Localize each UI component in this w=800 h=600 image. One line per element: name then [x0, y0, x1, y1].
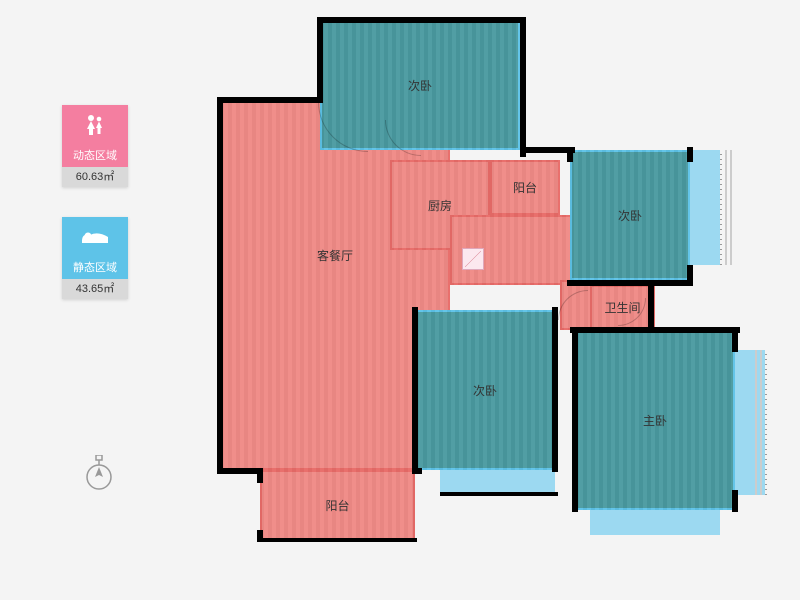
wall [317, 17, 523, 23]
legend-dynamic: 动态区域 60.63㎡ [62, 105, 128, 187]
room-balc_r1 [690, 150, 720, 265]
wall [687, 147, 693, 162]
wall [257, 538, 417, 542]
wall [217, 468, 262, 474]
room-bed_main: 主卧 [575, 330, 735, 510]
room-label: 阳台 [513, 179, 537, 196]
wall [257, 468, 263, 483]
legend-dynamic-value: 60.63㎡ [62, 167, 128, 187]
wall [317, 17, 323, 103]
legend-static: 静态区域 43.65㎡ [62, 217, 128, 299]
wall [217, 97, 223, 473]
room-label: 次卧 [618, 207, 642, 224]
wall [567, 280, 693, 286]
room-label: 次卧 [473, 382, 497, 399]
room-balc1: 阳台 [490, 160, 560, 215]
people-icon [62, 105, 128, 145]
room-balc_r2 [735, 350, 765, 495]
wall [567, 147, 573, 162]
room-balc_b2 [590, 510, 720, 535]
wall [648, 280, 654, 330]
room-bed_r1: 次卧 [570, 150, 690, 280]
compass-icon [84, 455, 114, 491]
wall [440, 492, 558, 496]
wall [732, 327, 738, 352]
room-balc2: 阳台 [260, 470, 415, 540]
room-label: 客餐厅 [317, 247, 353, 264]
legend: 动态区域 60.63㎡ 静态区域 43.65㎡ [62, 105, 128, 329]
room-label: 主卧 [643, 412, 667, 429]
rail [765, 350, 767, 495]
room-label: 卫生间 [604, 299, 640, 316]
legend-dynamic-label: 动态区域 [62, 145, 128, 167]
sleep-icon [62, 217, 128, 257]
room-label: 次卧 [408, 77, 432, 94]
room-label: 阳台 [325, 497, 349, 514]
room-bed_mid: 次卧 [415, 310, 555, 470]
floorplan: 客餐厅厨房阳台卫生间阳台次卧次卧次卧主卧 [190, 20, 750, 560]
wall [520, 17, 526, 157]
fixture-icon [462, 248, 484, 270]
wall [412, 468, 422, 474]
wall [552, 307, 558, 472]
wall [732, 490, 738, 512]
rail [720, 150, 722, 265]
room-label: 厨房 [428, 197, 452, 214]
legend-static-value: 43.65㎡ [62, 279, 128, 299]
wall [572, 327, 578, 512]
wall [570, 327, 740, 333]
wall [217, 97, 320, 103]
legend-static-label: 静态区域 [62, 257, 128, 279]
wall [412, 307, 418, 472]
